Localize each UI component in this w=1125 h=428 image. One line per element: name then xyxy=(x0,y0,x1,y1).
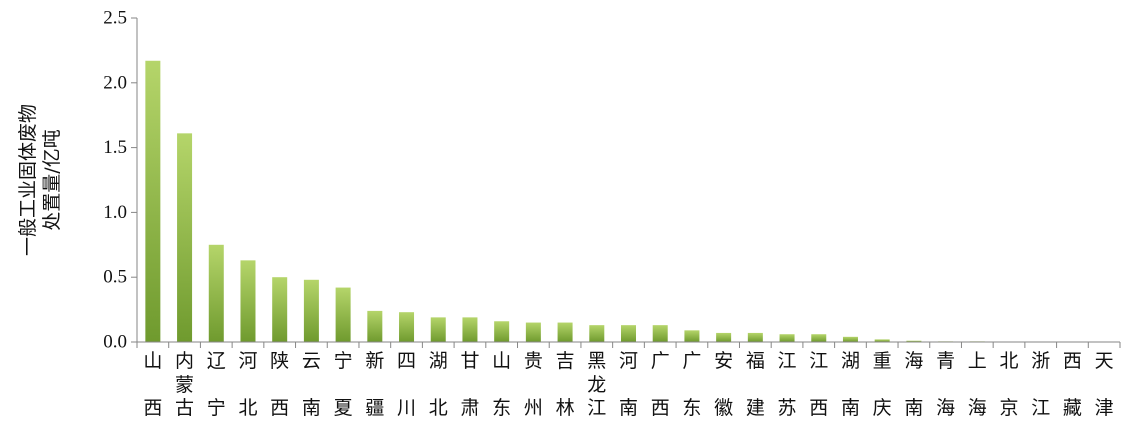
bar-福建 xyxy=(747,332,763,342)
bar-广西 xyxy=(652,325,668,342)
y-tick-label: 1.5 xyxy=(103,137,127,158)
bar-宁夏 xyxy=(335,287,351,342)
bar-河南 xyxy=(621,325,636,342)
bar-山东 xyxy=(494,321,510,342)
x-tick-label-广西: 广西 xyxy=(651,350,670,419)
x-tick-label-四川: 四川 xyxy=(397,350,416,419)
y-axis-ticks: 0.0 0.5 1.0 1.5 2.0 2.5 xyxy=(103,8,137,353)
x-tick-label-北京: 北京 xyxy=(1000,350,1019,419)
y-tick-label: 0.5 xyxy=(103,267,127,288)
x-tick-label-福建: 福建 xyxy=(746,350,765,419)
bar-陕西 xyxy=(272,277,288,342)
x-tick-label-山东: 山东 xyxy=(492,350,511,419)
bar-贵州 xyxy=(525,322,541,342)
x-tick-label-宁夏: 宁夏 xyxy=(334,350,353,419)
y-axis-label: 一般工业固体废物 处置量/亿吨 xyxy=(17,104,63,256)
x-tick-label-西藏: 西藏 xyxy=(1063,350,1082,419)
x-tick-label-内蒙古: 内蒙古 xyxy=(175,350,194,419)
x-tick-label-江西: 江西 xyxy=(809,350,828,419)
x-tick-label-广东: 广东 xyxy=(682,350,701,419)
x-tick-label-天津: 天津 xyxy=(1095,350,1114,419)
bar-黑龙江 xyxy=(589,325,605,342)
x-tick-label-山西: 山西 xyxy=(143,350,162,419)
axes xyxy=(136,18,1121,348)
bar-四川 xyxy=(399,312,415,342)
bar-山西 xyxy=(145,60,161,342)
x-tick-label-海南: 海南 xyxy=(904,350,923,419)
y-tick-label: 0.0 xyxy=(103,332,127,353)
bar-海南 xyxy=(906,340,922,342)
x-tick-label-贵州: 贵州 xyxy=(524,350,543,419)
x-tick-label-江苏: 江苏 xyxy=(778,350,797,419)
x-tick-label-河南: 河南 xyxy=(619,350,638,419)
x-tick-label-甘肃: 甘肃 xyxy=(460,350,479,419)
bar-内蒙古 xyxy=(177,133,193,342)
bar-甘肃 xyxy=(462,317,478,342)
x-tick-label-重庆: 重庆 xyxy=(873,350,892,419)
x-tick-label-吉林: 吉林 xyxy=(556,350,575,419)
y-axis-label-line: 一般工业固体废物 xyxy=(17,104,39,256)
x-tick-label-云南: 云南 xyxy=(302,350,321,419)
bar-新疆 xyxy=(367,310,383,342)
x-tick-label-河北: 河北 xyxy=(238,350,257,419)
x-axis-labels: 山西内蒙古辽宁河北陕西云南宁夏新疆四川湖北甘肃山东贵州吉林黑龙江河南广西广东安徽… xyxy=(143,350,1113,419)
x-tick-label-上海: 上海 xyxy=(968,350,987,419)
bar-江西 xyxy=(811,334,827,342)
bar-湖北 xyxy=(430,317,446,342)
x-tick-label-辽宁: 辽宁 xyxy=(207,350,226,419)
bar-湖南 xyxy=(842,336,858,342)
bar-吉林 xyxy=(557,322,573,342)
x-tick-label-浙江: 浙江 xyxy=(1031,350,1050,419)
bar-河北 xyxy=(240,260,256,342)
bar-重庆 xyxy=(874,339,890,342)
bar-安徽 xyxy=(716,332,732,342)
x-tick-label-新疆: 新疆 xyxy=(365,350,384,419)
bars xyxy=(145,60,1112,342)
y-tick-label: 2.5 xyxy=(103,8,127,29)
x-tick-label-陕西: 陕西 xyxy=(270,350,289,419)
bar-江苏 xyxy=(779,334,795,342)
y-tick-label: 1.0 xyxy=(103,202,127,223)
x-tick-label-湖北: 湖北 xyxy=(429,350,448,419)
x-tick-label-安徽: 安徽 xyxy=(714,350,733,419)
x-tick-label-青海: 青海 xyxy=(936,350,955,419)
bar-辽宁 xyxy=(208,244,224,342)
bar-广东 xyxy=(684,330,700,342)
y-tick-label: 2.0 xyxy=(103,72,127,93)
y-axis-label-line: 处置量/亿吨 xyxy=(41,129,63,230)
bar-云南 xyxy=(303,279,319,342)
x-tick-label-黑龙江: 黑龙江 xyxy=(587,350,606,419)
x-tick-label-湖南: 湖南 xyxy=(841,350,860,419)
